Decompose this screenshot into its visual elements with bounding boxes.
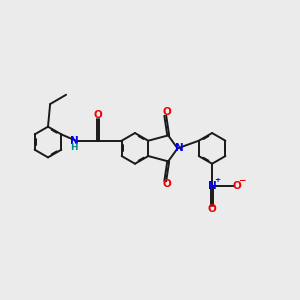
- Text: O: O: [162, 179, 171, 189]
- Text: N: N: [70, 136, 78, 146]
- Text: N: N: [175, 143, 184, 153]
- Text: +: +: [214, 177, 220, 183]
- Text: H: H: [70, 143, 78, 152]
- Text: O: O: [208, 204, 217, 214]
- Text: O: O: [162, 107, 171, 118]
- Text: O: O: [233, 181, 242, 190]
- Text: N: N: [208, 181, 217, 190]
- Text: −: −: [238, 176, 246, 185]
- Text: O: O: [93, 110, 102, 120]
